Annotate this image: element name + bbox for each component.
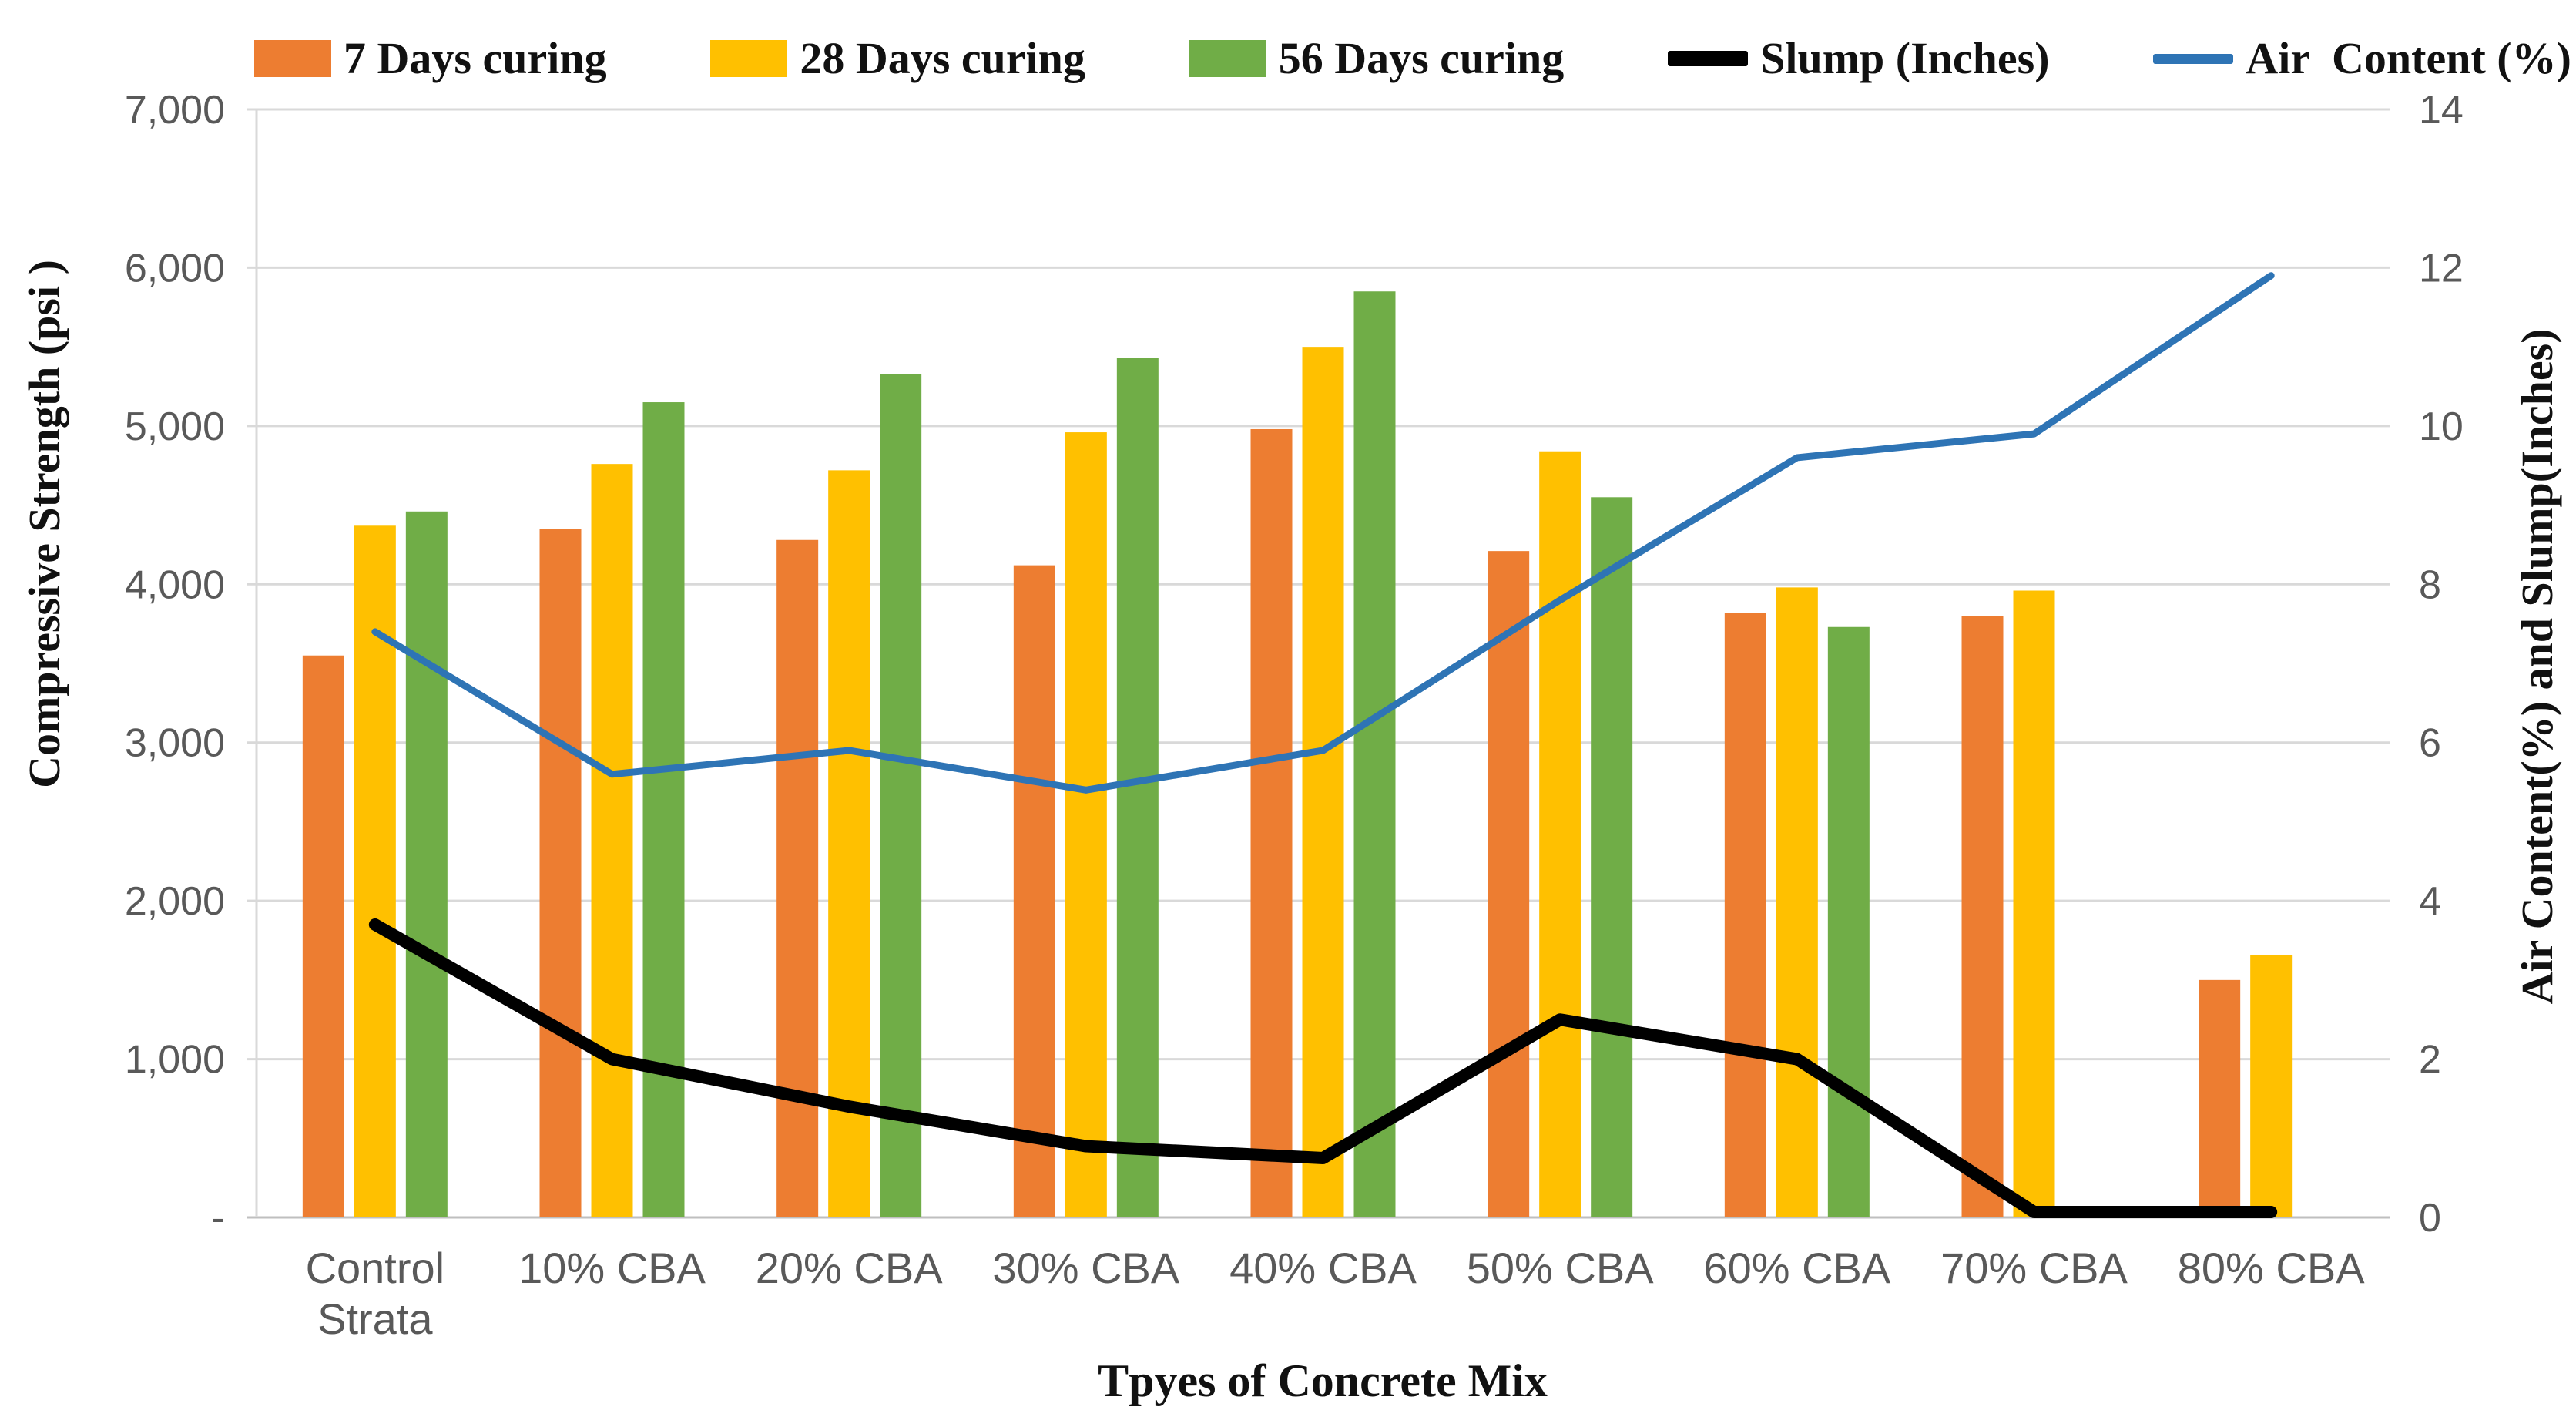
bar-56-days-curing [1116, 358, 1159, 1218]
category-label: 80% CBA [2178, 1244, 2365, 1292]
bar-28-days-curing [591, 464, 633, 1217]
legend-item: 56 Days curing [1189, 33, 1565, 83]
left-tick-label: 4,000 [125, 562, 225, 607]
left-tick-label: 5,000 [125, 405, 225, 449]
right-tick-label: 10 [2419, 405, 2464, 449]
right-tick-label: 6 [2419, 721, 2441, 766]
bar-7-days-curing [1250, 428, 1293, 1217]
bar-7-days-curing [776, 539, 819, 1217]
right-tick-label: 4 [2419, 879, 2441, 924]
legend-label: Air Content (%) [2246, 33, 2571, 83]
bar-56-days-curing [1827, 626, 1870, 1217]
category-label: 70% CBA [1940, 1244, 2128, 1292]
category-label: 20% CBA [756, 1244, 943, 1292]
bar-56-days-curing [1591, 497, 1633, 1217]
left-tick-label: 7,000 [125, 88, 225, 133]
right-tick-label: 14 [2419, 88, 2464, 133]
legend-label: 7 Days curing [344, 33, 607, 83]
bar-28-days-curing [2013, 590, 2055, 1217]
bar-28-days-curing [1302, 347, 1344, 1218]
right-tick-label: 0 [2419, 1196, 2441, 1241]
right-tick-label: 8 [2419, 562, 2441, 607]
right-axis-title: Air Content(%) and Slump(Inches) [2512, 328, 2562, 1005]
right-tick-label: 2 [2419, 1038, 2441, 1083]
legend-item: Slump (Inches) [1668, 33, 2050, 83]
category-label: 10% CBA [518, 1244, 706, 1292]
legend-swatch-28-days-curing [710, 40, 788, 77]
bar-56-days-curing [405, 511, 448, 1217]
legend-item: 28 Days curing [710, 36, 1085, 81]
line-air-content-(%) [371, 272, 2275, 794]
right-tick-label: 12 [2419, 246, 2464, 290]
bar-7-days-curing [539, 529, 582, 1217]
left-axis-title: Compressive Strength (psi ) [19, 260, 69, 788]
x-axis-title: Tpyes of Concrete Mix [1098, 1355, 1548, 1406]
category-label: 50% CBA [1467, 1244, 1654, 1292]
left-tick-label: 1,000 [125, 1038, 225, 1083]
legend-item: 7 Days curing [254, 36, 607, 81]
left-tick-label: - [212, 1196, 225, 1241]
category-label: Control Strata [306, 1244, 445, 1343]
bar-56-days-curing [642, 402, 685, 1217]
bar-7-days-curing [1488, 551, 1530, 1217]
legend-swatch-slump-(inches) [1668, 51, 1749, 66]
bar-28-days-curing [1776, 587, 1818, 1217]
legend-swatch-air-content-(%) [2153, 53, 2234, 64]
bar-28-days-curing [1065, 432, 1107, 1217]
bar-56-days-curing [880, 374, 922, 1218]
legend-label: Slump (Inches) [1760, 33, 2050, 83]
legend-label: 56 Days curing [1278, 33, 1565, 83]
bar-28-days-curing [828, 470, 870, 1217]
category-label: 30% CBA [992, 1244, 1179, 1292]
bar-28-days-curing [1539, 451, 1581, 1217]
legend-swatch-7-days-curing [254, 40, 331, 77]
category-label: 60% CBA [1703, 1244, 1890, 1292]
left-tick-label: 3,000 [125, 721, 225, 766]
bar-7-days-curing [1724, 613, 1766, 1217]
legend-swatch-56-days-curing [1189, 40, 1266, 77]
bar-7-days-curing [2199, 979, 2241, 1217]
legend-label: 28 Days curing [800, 33, 1085, 83]
bar-7-days-curing [1013, 565, 1055, 1217]
bar-56-days-curing [1353, 291, 1396, 1217]
bar-7-days-curing [1961, 616, 2004, 1217]
left-tick-label: 6,000 [125, 246, 225, 290]
category-label: 40% CBA [1229, 1244, 1417, 1292]
bar-28-days-curing [2250, 954, 2293, 1217]
chart-legend: 7 Days curing 28 Days curing 56 Days curin… [254, 26, 2571, 91]
bar-7-days-curing [302, 655, 344, 1217]
legend-item: Air Content (%) [2153, 36, 2571, 81]
left-tick-label: 2,000 [125, 879, 225, 924]
line-slump-(inches) [368, 918, 2278, 1218]
